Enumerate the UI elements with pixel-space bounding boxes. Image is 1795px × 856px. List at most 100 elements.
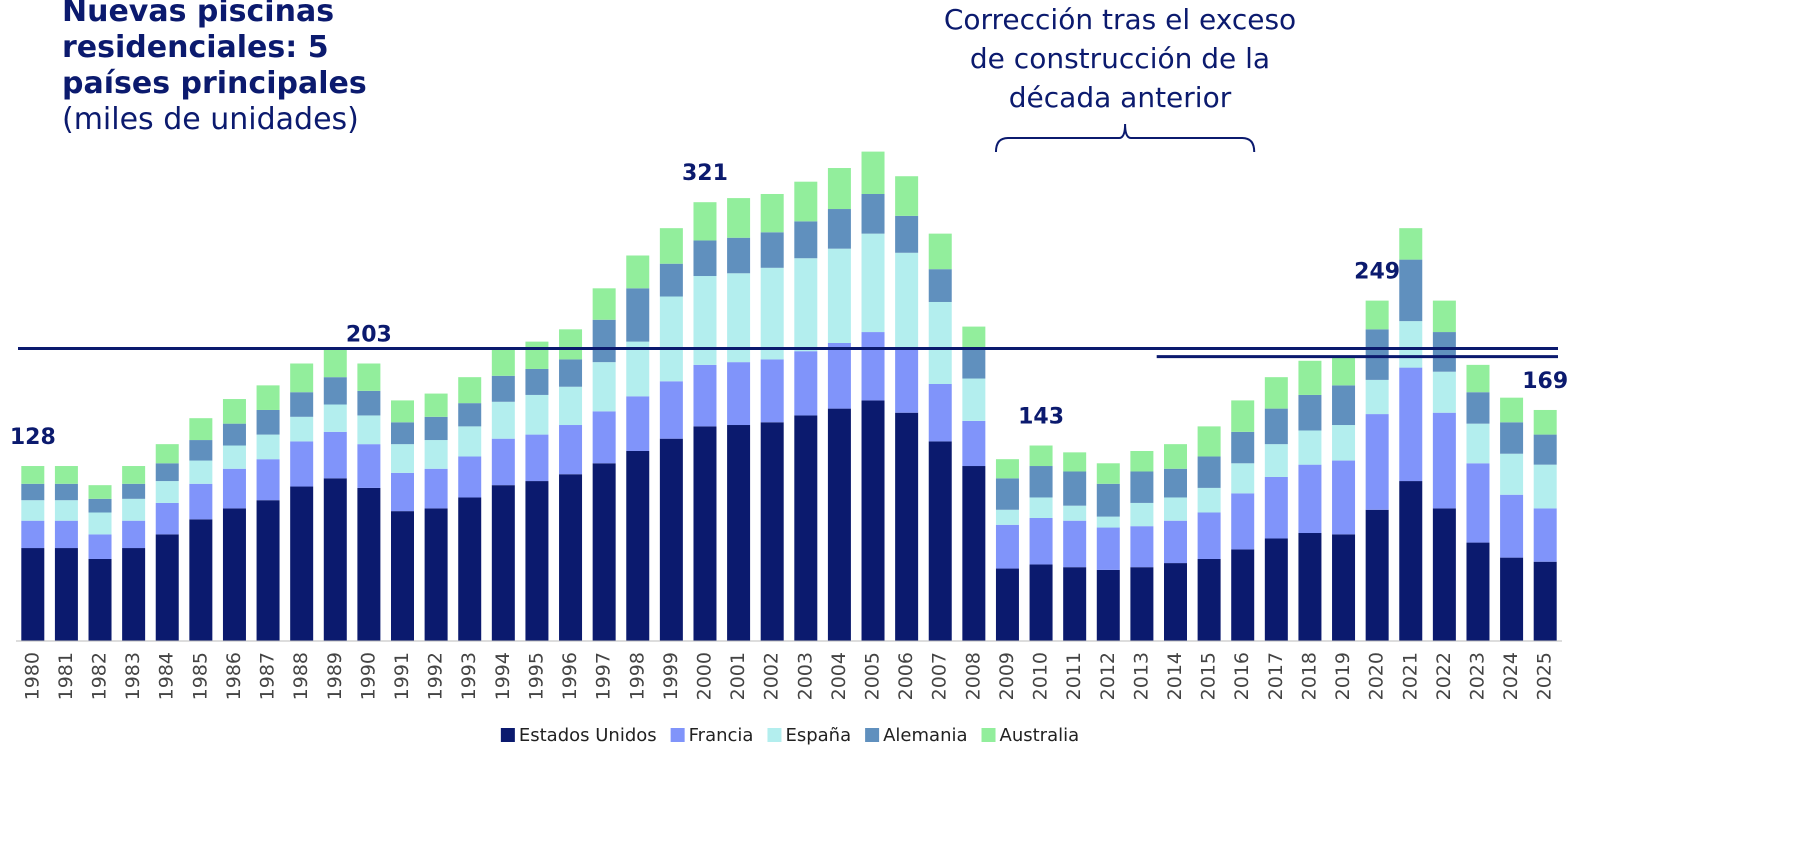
bar-segment [1096,527,1120,570]
bar-segment [491,438,515,486]
bar-segment [1063,471,1087,506]
x-tick-label: 1984 [156,652,178,700]
x-tick-label: 2005 [862,652,884,700]
legend-swatch [670,728,685,742]
bar-segment [88,534,112,559]
bar-segment [659,381,683,439]
total-label: 203 [346,322,392,347]
bar-segment [1264,538,1288,641]
bar-segment [1298,360,1322,395]
bar-segment [525,341,549,369]
bar-segment [458,403,482,427]
x-tick-label: 1985 [189,652,211,700]
bar-segment [693,364,717,427]
bar-segment [1231,431,1255,464]
x-tick-label: 2003 [794,652,816,700]
bar-segment [1264,408,1288,445]
bar-segment [155,444,179,464]
bar-segment [1096,463,1120,484]
bar-segment [592,463,616,641]
bar-segment [1164,444,1187,469]
total-label: 321 [682,161,728,186]
x-tick-label: 2006 [895,652,917,700]
bar-segment [1130,567,1154,641]
bar-segment [1063,452,1087,472]
bar-segment [559,386,583,426]
x-tick-label: 1992 [425,652,447,700]
x-tick-label: 2016 [1231,652,1253,700]
bar-segment [155,534,179,641]
bar-segment [727,237,751,274]
bar-segment [760,232,784,268]
bar-segment [626,450,650,641]
bar-segment [391,422,414,445]
x-tick-label: 1991 [391,652,413,700]
bar-segment [1365,329,1389,380]
bar-segment [895,176,919,216]
bar-segment [861,332,885,401]
bar-segment [1197,487,1221,513]
bar-segment [290,363,314,393]
bar-segment [189,483,213,520]
bar-segment [1500,397,1524,423]
bar-segment [1029,466,1053,498]
bar-segment [256,385,280,410]
bar-segment [357,487,381,641]
bar-segment [424,468,448,509]
total-label: 128 [10,425,56,450]
bar-segment [559,359,583,387]
x-tick-label: 1989 [324,652,346,700]
x-tick-label: 1982 [89,652,111,700]
x-tick-label: 2009 [996,652,1018,700]
x-tick-label: 1996 [559,652,581,700]
bar-segment [794,221,818,259]
bar-segment [1231,493,1255,550]
x-tick-label: 1983 [122,652,144,700]
bar-segment [1399,259,1423,322]
bar-segment [727,362,751,426]
bar-segment [1332,460,1356,535]
bar-segment [962,378,986,421]
bar-segment [760,422,784,641]
bar-segment [962,466,986,641]
bar-segment [861,151,885,194]
bar-segment [1500,453,1524,495]
title-block: Nuevas piscinas residenciales: 5 países … [62,0,442,138]
bar-segment [290,486,314,641]
bar-segment [525,394,549,435]
legend-label: Alemania [883,725,967,746]
bar-segment [1533,434,1557,465]
bar-segment [1500,557,1524,641]
bar-segment [357,363,381,391]
bar-segment [895,347,919,413]
bar-segment [88,558,112,641]
bar-segment [559,329,583,360]
bar-segment [626,341,650,397]
bar-segment [458,456,482,498]
bar-segment [424,440,448,469]
bar-segment [1432,412,1456,509]
bar-segment [1063,567,1087,641]
x-tick-label: 2018 [1298,652,1320,700]
x-tick-label: 2020 [1366,652,1388,700]
bar-segment [559,425,583,475]
bar-segment [54,483,78,501]
bar-segment [1063,520,1087,568]
bar-segment [54,466,78,484]
legend-label: Estados Unidos [519,725,657,746]
bar-segment [995,568,1019,641]
bar-segment [928,269,952,302]
bar-segment [895,252,919,348]
bar-segment [1332,385,1356,426]
bar-segment [693,276,717,365]
bar-segment [1063,505,1087,521]
bar-segment [54,500,78,521]
bar-segment [1533,464,1557,509]
bar-segment [1365,414,1389,510]
callout-brace [994,123,1256,153]
bar-segment [827,248,851,343]
x-tick-label: 1987 [257,652,279,700]
bar-segment [256,459,280,501]
bar-segment [491,485,515,641]
